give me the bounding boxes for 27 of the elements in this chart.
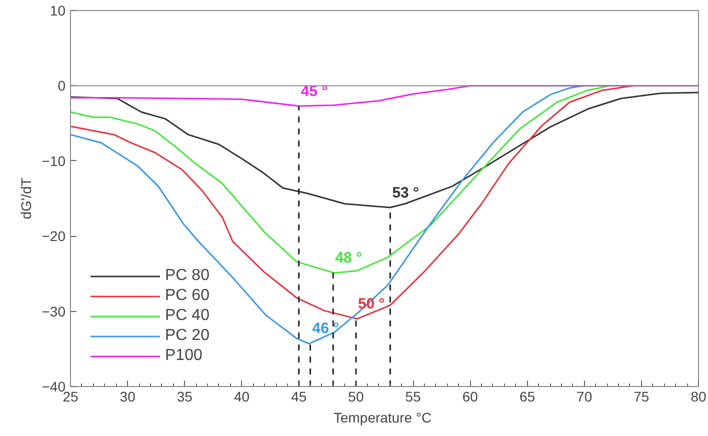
x-axis-title: Temperature °C (333, 410, 432, 426)
y-tick-label: −30 (42, 303, 66, 320)
x-tick-label: 80 (690, 388, 706, 404)
y-tick-label: 10 (50, 2, 66, 18)
x-tick-label: 70 (576, 388, 592, 404)
ref-line-label: 53 ° (392, 184, 420, 202)
line-series (70, 84, 698, 107)
legend-label: PC 60 (165, 287, 210, 305)
x-tick-label: 50 (348, 388, 364, 404)
x-tick-label: 60 (462, 388, 478, 404)
ref-line-label: 48 ° (335, 250, 362, 267)
x-tick-label: 30 (120, 388, 136, 404)
x-tick-label: 55 (405, 388, 422, 404)
y-tick-label: 0 (58, 78, 66, 94)
legend-label: PC 40 (165, 307, 210, 325)
x-tick-label: 75 (634, 388, 650, 404)
y-tick-label: −20 (42, 228, 66, 244)
x-tick-label: 40 (234, 388, 250, 404)
x-tick-label: 65 (519, 388, 536, 404)
x-tick-label: 35 (176, 388, 193, 404)
y-tick-label: −10 (42, 152, 66, 169)
y-axis-title: dG'/dT (18, 177, 34, 220)
legend-label: PC 80 (165, 267, 210, 285)
x-tick-label: 45 (291, 388, 307, 404)
legend-label: PC 20 (165, 327, 210, 345)
ref-line-label: 46 ° (312, 320, 340, 338)
legend-label: P100 (165, 347, 202, 365)
